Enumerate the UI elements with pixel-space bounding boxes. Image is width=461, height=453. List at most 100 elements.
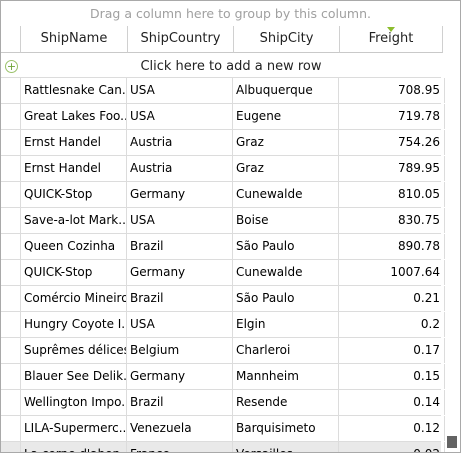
- ship-city-cell[interactable]: Elgin: [233, 312, 339, 337]
- table-row[interactable]: Great Lakes Foo... USA Eugene 719.78: [1, 103, 445, 129]
- row-indicator-cell[interactable]: [1, 286, 21, 311]
- ship-country-cell[interactable]: Brazil: [127, 234, 233, 259]
- row-indicator-cell[interactable]: [1, 260, 21, 285]
- table-row[interactable]: Ernst Handel Austria Graz 754.26: [1, 129, 445, 155]
- ship-country-cell[interactable]: France: [127, 442, 233, 452]
- column-header-shipcountry[interactable]: ShipCountry: [128, 26, 234, 53]
- ship-city-cell[interactable]: Graz: [233, 130, 339, 155]
- column-header-shipcity[interactable]: ShipCity: [234, 26, 340, 53]
- ship-name-cell[interactable]: Hungry Coyote I...: [21, 312, 127, 337]
- ship-name-cell[interactable]: La corne d'abon...: [21, 442, 127, 452]
- freight-cell[interactable]: 0.15: [339, 364, 445, 389]
- table-row[interactable]: Save-a-lot Mark... USA Boise 830.75: [1, 207, 445, 233]
- ship-city-cell[interactable]: Barquisimeto: [233, 416, 339, 441]
- add-new-row[interactable]: + Click here to add a new row: [1, 54, 441, 79]
- ship-name-cell[interactable]: Suprêmes délices: [21, 338, 127, 363]
- ship-country-cell[interactable]: Austria: [127, 130, 233, 155]
- ship-city-cell[interactable]: São Paulo: [233, 234, 339, 259]
- table-row[interactable]: Comércio Mineiro Brazil São Paulo 0.21: [1, 285, 445, 311]
- ship-name-cell[interactable]: Great Lakes Foo...: [21, 104, 127, 129]
- scrollbar-thumb[interactable]: [447, 436, 457, 448]
- row-indicator-cell[interactable]: [1, 104, 21, 129]
- table-row[interactable]: Hungry Coyote I... USA Elgin 0.2: [1, 311, 445, 337]
- ship-country-cell[interactable]: Belgium: [127, 338, 233, 363]
- freight-cell[interactable]: 1007.64: [339, 260, 445, 285]
- ship-country-cell[interactable]: Austria: [127, 156, 233, 181]
- ship-city-cell[interactable]: Graz: [233, 156, 339, 181]
- row-indicator-cell[interactable]: [1, 182, 21, 207]
- ship-city-cell[interactable]: São Paulo: [233, 286, 339, 311]
- ship-city-cell[interactable]: Resende: [233, 390, 339, 415]
- table-row[interactable]: Queen Cozinha Brazil São Paulo 890.78: [1, 233, 445, 259]
- freight-cell[interactable]: 754.26: [339, 130, 445, 155]
- row-indicator-cell[interactable]: [1, 130, 21, 155]
- group-by-panel[interactable]: Drag a column here to group by this colu…: [90, 6, 371, 21]
- ship-city-cell[interactable]: Cunewalde: [233, 182, 339, 207]
- table-row[interactable]: Ernst Handel Austria Graz 789.95: [1, 155, 445, 181]
- row-indicator-cell[interactable]: [1, 312, 21, 337]
- table-row[interactable]: Blauer See Delik... Germany Mannheim 0.15: [1, 363, 445, 389]
- freight-cell[interactable]: 890.78: [339, 234, 445, 259]
- ship-city-cell[interactable]: Versailles: [233, 442, 339, 452]
- freight-cell[interactable]: 0.17: [339, 338, 445, 363]
- sort-descending-icon: [387, 27, 395, 32]
- row-indicator-cell[interactable]: [1, 78, 21, 103]
- row-indicator-cell[interactable]: [1, 234, 21, 259]
- ship-city-cell[interactable]: Boise: [233, 208, 339, 233]
- table-row[interactable]: La corne d'abon...FranceVersailles0.02: [1, 441, 445, 452]
- freight-cell[interactable]: 810.05: [339, 182, 445, 207]
- ship-city-cell[interactable]: Mannheim: [233, 364, 339, 389]
- freight-cell[interactable]: 0.21: [339, 286, 445, 311]
- table-row[interactable]: Wellington Impo... Brazil Resende 0.14: [1, 389, 445, 415]
- vertical-scrollbar[interactable]: [445, 79, 459, 451]
- freight-cell[interactable]: 0.02: [339, 442, 445, 452]
- freight-cell[interactable]: 719.78: [339, 104, 445, 129]
- ship-name-cell[interactable]: Wellington Impo...: [21, 390, 127, 415]
- row-indicator-cell[interactable]: [1, 416, 21, 441]
- ship-country-cell[interactable]: Brazil: [127, 286, 233, 311]
- ship-city-cell[interactable]: Albuquerque: [233, 78, 339, 103]
- ship-name-cell[interactable]: QUICK-Stop: [21, 260, 127, 285]
- table-row[interactable]: QUICK-Stop Germany Cunewalde 810.05: [1, 181, 445, 207]
- ship-country-cell[interactable]: Venezuela: [127, 416, 233, 441]
- row-indicator-cell[interactable]: [1, 156, 21, 181]
- ship-country-cell[interactable]: USA: [127, 312, 233, 337]
- row-indicator-cell[interactable]: [1, 442, 21, 452]
- freight-cell[interactable]: 789.95: [339, 156, 445, 181]
- ship-country-cell[interactable]: Germany: [127, 260, 233, 285]
- row-indicator-cell[interactable]: [1, 364, 21, 389]
- freight-cell[interactable]: 0.2: [339, 312, 445, 337]
- ship-name-cell[interactable]: Ernst Handel: [21, 156, 127, 181]
- row-indicator-cell[interactable]: [1, 390, 21, 415]
- ship-country-cell[interactable]: USA: [127, 208, 233, 233]
- ship-country-cell[interactable]: Germany: [127, 364, 233, 389]
- ship-name-cell[interactable]: QUICK-Stop: [21, 182, 127, 207]
- ship-name-cell[interactable]: Queen Cozinha: [21, 234, 127, 259]
- table-row[interactable]: QUICK-Stop Germany Cunewalde 1007.64: [1, 259, 445, 285]
- ship-name-cell[interactable]: Ernst Handel: [21, 130, 127, 155]
- ship-name-cell[interactable]: Save-a-lot Mark...: [21, 208, 127, 233]
- table-row[interactable]: Rattlesnake Can... USA Albuquerque 708.95: [1, 77, 445, 103]
- ship-name-cell[interactable]: Rattlesnake Can...: [21, 78, 127, 103]
- ship-country-cell[interactable]: Brazil: [127, 390, 233, 415]
- ship-city-cell[interactable]: Charleroi: [233, 338, 339, 363]
- table-row[interactable]: Suprêmes délices Belgium Charleroi 0.17: [1, 337, 445, 363]
- ship-city-cell[interactable]: Eugene: [233, 104, 339, 129]
- ship-name-cell[interactable]: Comércio Mineiro: [21, 286, 127, 311]
- ship-name-cell[interactable]: LILA-Supermerc...: [21, 416, 127, 441]
- freight-cell[interactable]: 708.95: [339, 78, 445, 103]
- freight-cell[interactable]: 0.12: [339, 416, 445, 441]
- freight-cell[interactable]: 830.75: [339, 208, 445, 233]
- ship-country-cell[interactable]: USA: [127, 104, 233, 129]
- freight-cell[interactable]: 0.14: [339, 390, 445, 415]
- table-row[interactable]: LILA-Supermerc... Venezuela Barquisimeto 0.…: [1, 415, 445, 441]
- ship-country-cell[interactable]: USA: [127, 78, 233, 103]
- ship-country-cell[interactable]: Germany: [127, 182, 233, 207]
- row-indicator-cell[interactable]: [1, 208, 21, 233]
- row-indicator-cell[interactable]: [1, 338, 21, 363]
- ship-name-cell[interactable]: Blauer See Delik...: [21, 364, 127, 389]
- column-header-shipname[interactable]: ShipName: [21, 26, 128, 53]
- column-header-freight[interactable]: Freight: [340, 26, 443, 53]
- ship-city-cell[interactable]: Cunewalde: [233, 260, 339, 285]
